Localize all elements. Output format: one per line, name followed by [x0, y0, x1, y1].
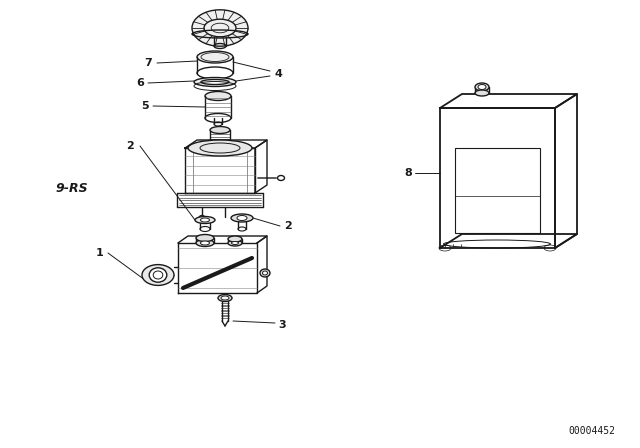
Text: 5: 5 — [141, 101, 149, 111]
Ellipse shape — [218, 294, 232, 302]
Text: 7: 7 — [144, 58, 152, 68]
Bar — [455, 148, 540, 233]
Ellipse shape — [475, 83, 489, 91]
Ellipse shape — [231, 214, 253, 222]
Text: 00004452: 00004452 — [568, 426, 615, 436]
Ellipse shape — [142, 265, 174, 285]
Ellipse shape — [188, 140, 252, 156]
Text: 8: 8 — [404, 168, 412, 178]
Text: 2: 2 — [284, 221, 292, 231]
Ellipse shape — [200, 241, 209, 245]
Ellipse shape — [205, 91, 231, 100]
Ellipse shape — [221, 296, 229, 300]
Ellipse shape — [192, 10, 248, 46]
Ellipse shape — [475, 90, 489, 96]
Ellipse shape — [149, 268, 167, 282]
Text: 1: 1 — [96, 248, 104, 258]
Ellipse shape — [237, 215, 247, 220]
Ellipse shape — [196, 234, 214, 241]
Ellipse shape — [260, 269, 270, 277]
Ellipse shape — [200, 218, 209, 222]
Text: 3: 3 — [278, 320, 286, 330]
Ellipse shape — [153, 271, 163, 279]
Text: 2: 2 — [126, 141, 134, 151]
Ellipse shape — [197, 51, 233, 63]
Ellipse shape — [194, 78, 236, 86]
Ellipse shape — [228, 236, 242, 242]
Ellipse shape — [262, 271, 268, 275]
Text: 9-RS: 9-RS — [55, 181, 88, 194]
Ellipse shape — [478, 85, 486, 90]
Ellipse shape — [201, 79, 229, 85]
Ellipse shape — [195, 216, 215, 224]
Text: 4: 4 — [274, 69, 282, 79]
Ellipse shape — [196, 240, 214, 246]
Ellipse shape — [210, 126, 230, 134]
Text: 6: 6 — [136, 78, 144, 88]
Ellipse shape — [228, 240, 242, 246]
Ellipse shape — [232, 241, 239, 245]
